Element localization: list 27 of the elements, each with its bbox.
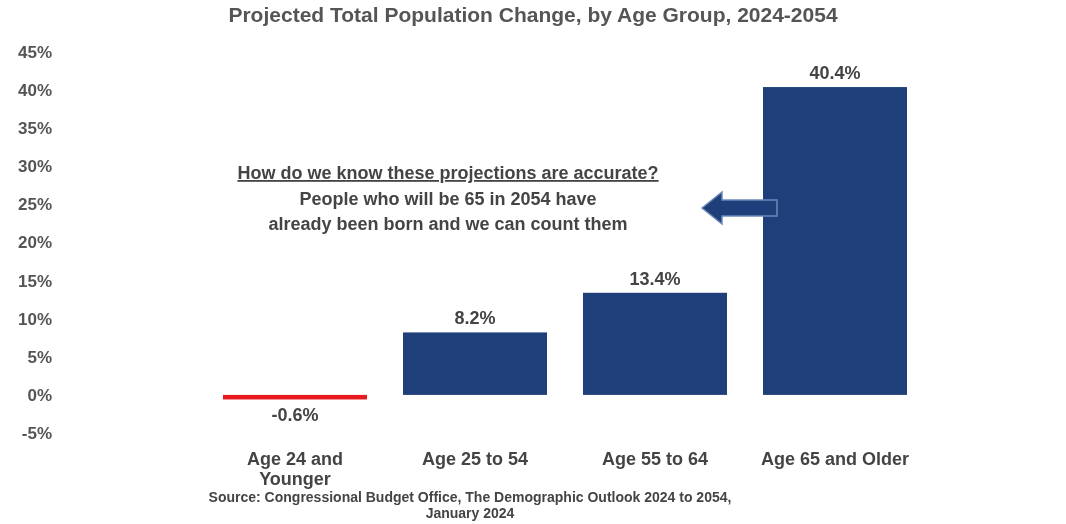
y-tick-label: 35%	[17, 119, 52, 139]
annotation: already been born and we can count them	[268, 214, 628, 234]
y-tick-label: 20%	[17, 233, 52, 253]
annotation: How do we know these projections are accurate?	[237, 163, 659, 183]
y-tick-label: 40%	[17, 81, 52, 101]
data-label: 8.2%	[454, 308, 496, 329]
data-label: 40.4%	[809, 63, 861, 84]
y-tick-label: 25%	[17, 195, 52, 215]
data-label: 13.4%	[629, 268, 681, 289]
y-tick-label: 30%	[17, 157, 52, 177]
y-tick-label: 15%	[17, 271, 52, 291]
x-tick-label: Age 55 to 64	[601, 448, 709, 469]
annotation: People who will be 65 in 2054 have	[299, 189, 597, 209]
bar	[583, 292, 727, 395]
source-note: Source: Congressional Budget Office, The Demographic Outlook 2024 to 2054, January 2024	[208, 489, 732, 522]
bar	[403, 332, 547, 395]
x-tick-label: Age 65 and Older	[760, 448, 910, 469]
data-label: -0.6%	[271, 405, 319, 426]
y-tick-label: 5%	[27, 347, 52, 367]
y-tick-label: 10%	[17, 309, 52, 329]
y-tick-label: 0%	[27, 385, 52, 405]
y-tick-label: -5%	[21, 423, 52, 443]
y-tick-label: 45%	[17, 42, 52, 62]
x-tick-label: Age 24 and Younger	[246, 448, 344, 490]
chart-title: Projected Total Population Change, by Age Group, 2024-2054	[228, 3, 838, 26]
x-tick-label: Age 25 to 54	[421, 448, 529, 469]
bar	[763, 87, 907, 395]
